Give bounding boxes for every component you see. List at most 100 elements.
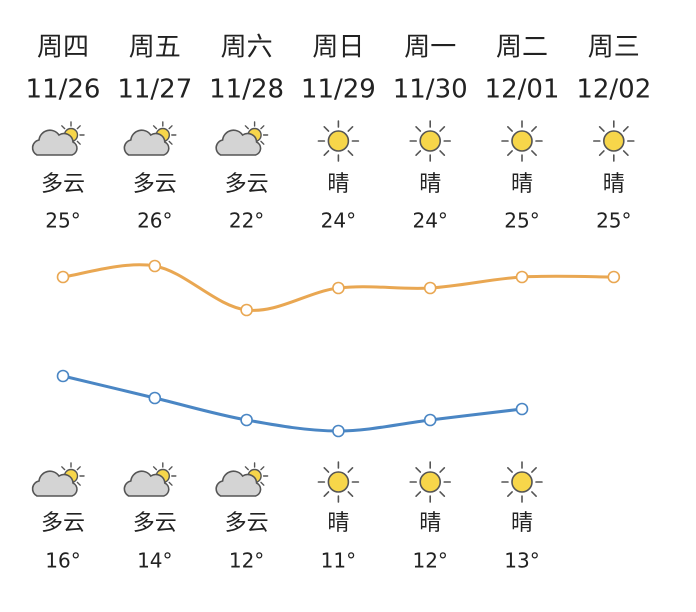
temp-label: 25° <box>45 209 80 233</box>
temp-point <box>423 281 437 295</box>
weather-icon <box>123 121 177 156</box>
weather-text: 晴 <box>511 172 533 197</box>
sun-ray <box>76 481 81 486</box>
temp-point <box>332 281 345 295</box>
sun-ray <box>531 467 537 473</box>
sun-ray <box>152 466 158 471</box>
weather-text: 晴 <box>327 172 349 197</box>
temp-point <box>56 270 70 284</box>
date: 12/01 <box>485 75 560 105</box>
sun-ray <box>323 491 330 497</box>
sun-ray <box>168 466 173 471</box>
sun <box>419 130 442 152</box>
sun-ray <box>260 466 265 471</box>
temp-label: 12° <box>229 549 264 573</box>
temp-label: 16° <box>45 549 80 573</box>
sun-ray <box>260 125 265 130</box>
sun-ray <box>415 491 422 497</box>
weather-text: 多云 <box>133 511 177 536</box>
weather-text: 晴 <box>419 172 441 197</box>
weather-icon <box>409 461 452 503</box>
temp-label: 26° <box>137 209 172 233</box>
sun-ray <box>507 150 513 156</box>
weather-icon <box>31 462 85 497</box>
sun-ray <box>168 125 173 130</box>
weather-icon <box>409 120 452 162</box>
weather-text: 多云 <box>225 172 269 197</box>
sun-ray <box>531 150 537 156</box>
weather-icon <box>501 461 543 503</box>
temp-label: 25° <box>596 209 631 233</box>
weather-text: 多云 <box>225 511 269 536</box>
temp-point <box>56 369 70 383</box>
sun-ray <box>168 140 173 145</box>
sun-ray <box>152 125 158 130</box>
weather-text: 晴 <box>603 172 625 197</box>
sun-ray <box>439 467 446 473</box>
sun-ray <box>323 467 330 473</box>
temp-point <box>148 391 162 405</box>
weather-text: 晴 <box>327 511 349 536</box>
sun <box>327 471 350 493</box>
sun-ray <box>598 126 605 132</box>
sun-ray <box>347 467 354 473</box>
temp-point <box>423 413 437 427</box>
sun-ray <box>61 466 66 471</box>
sun-ray <box>76 140 81 145</box>
sun-ray <box>61 125 66 130</box>
weekday: 周六 <box>221 33 273 63</box>
sun <box>602 130 625 152</box>
temp-label: 11° <box>321 549 356 573</box>
date: 11/28 <box>209 75 284 105</box>
weather-text: 晴 <box>419 511 441 536</box>
weekday: 周二 <box>496 33 548 63</box>
sun-ray <box>260 481 265 486</box>
sun-ray <box>168 481 173 486</box>
sun-ray <box>323 150 330 156</box>
sun-ray <box>76 125 81 130</box>
cloud <box>215 129 262 156</box>
sun-ray <box>323 126 330 132</box>
temp-point <box>607 270 621 284</box>
sun <box>511 471 533 493</box>
weather-text: 多云 <box>133 172 177 197</box>
sun-ray <box>244 125 249 130</box>
weekday: 周五 <box>129 33 181 63</box>
sun-ray <box>415 150 422 156</box>
weather-icon <box>215 462 269 497</box>
weather-icon <box>501 120 543 162</box>
sun-ray <box>598 150 605 156</box>
temp-label: 22° <box>229 209 264 233</box>
sun-ray <box>347 150 354 156</box>
weather-icon <box>31 121 85 156</box>
weather-icon <box>317 461 360 503</box>
weather-icon <box>215 121 269 156</box>
sun-ray <box>415 467 422 473</box>
cloud <box>123 470 170 497</box>
sun-ray <box>622 150 629 156</box>
date: 12/02 <box>576 75 651 105</box>
cloud <box>215 470 262 497</box>
sun-ray <box>76 466 81 471</box>
cloud <box>31 470 78 497</box>
date: 11/30 <box>393 75 468 105</box>
temp-point <box>515 402 529 416</box>
temp-label: 12° <box>412 549 447 573</box>
temp-label: 14° <box>137 549 172 573</box>
sun-ray <box>347 126 354 132</box>
weather-icon <box>592 120 635 162</box>
sun-ray <box>415 126 422 132</box>
sun-ray <box>260 140 265 145</box>
cloud <box>31 129 78 156</box>
sun <box>511 130 533 152</box>
sun-ray <box>507 126 513 132</box>
sun-ray <box>439 126 446 132</box>
weekday: 周日 <box>312 33 364 63</box>
temp-point <box>240 413 253 427</box>
temp-label: 13° <box>504 549 539 573</box>
temp-point <box>332 424 345 438</box>
temp-label: 24° <box>412 209 447 233</box>
sun <box>419 471 442 493</box>
sun-ray <box>439 150 446 156</box>
